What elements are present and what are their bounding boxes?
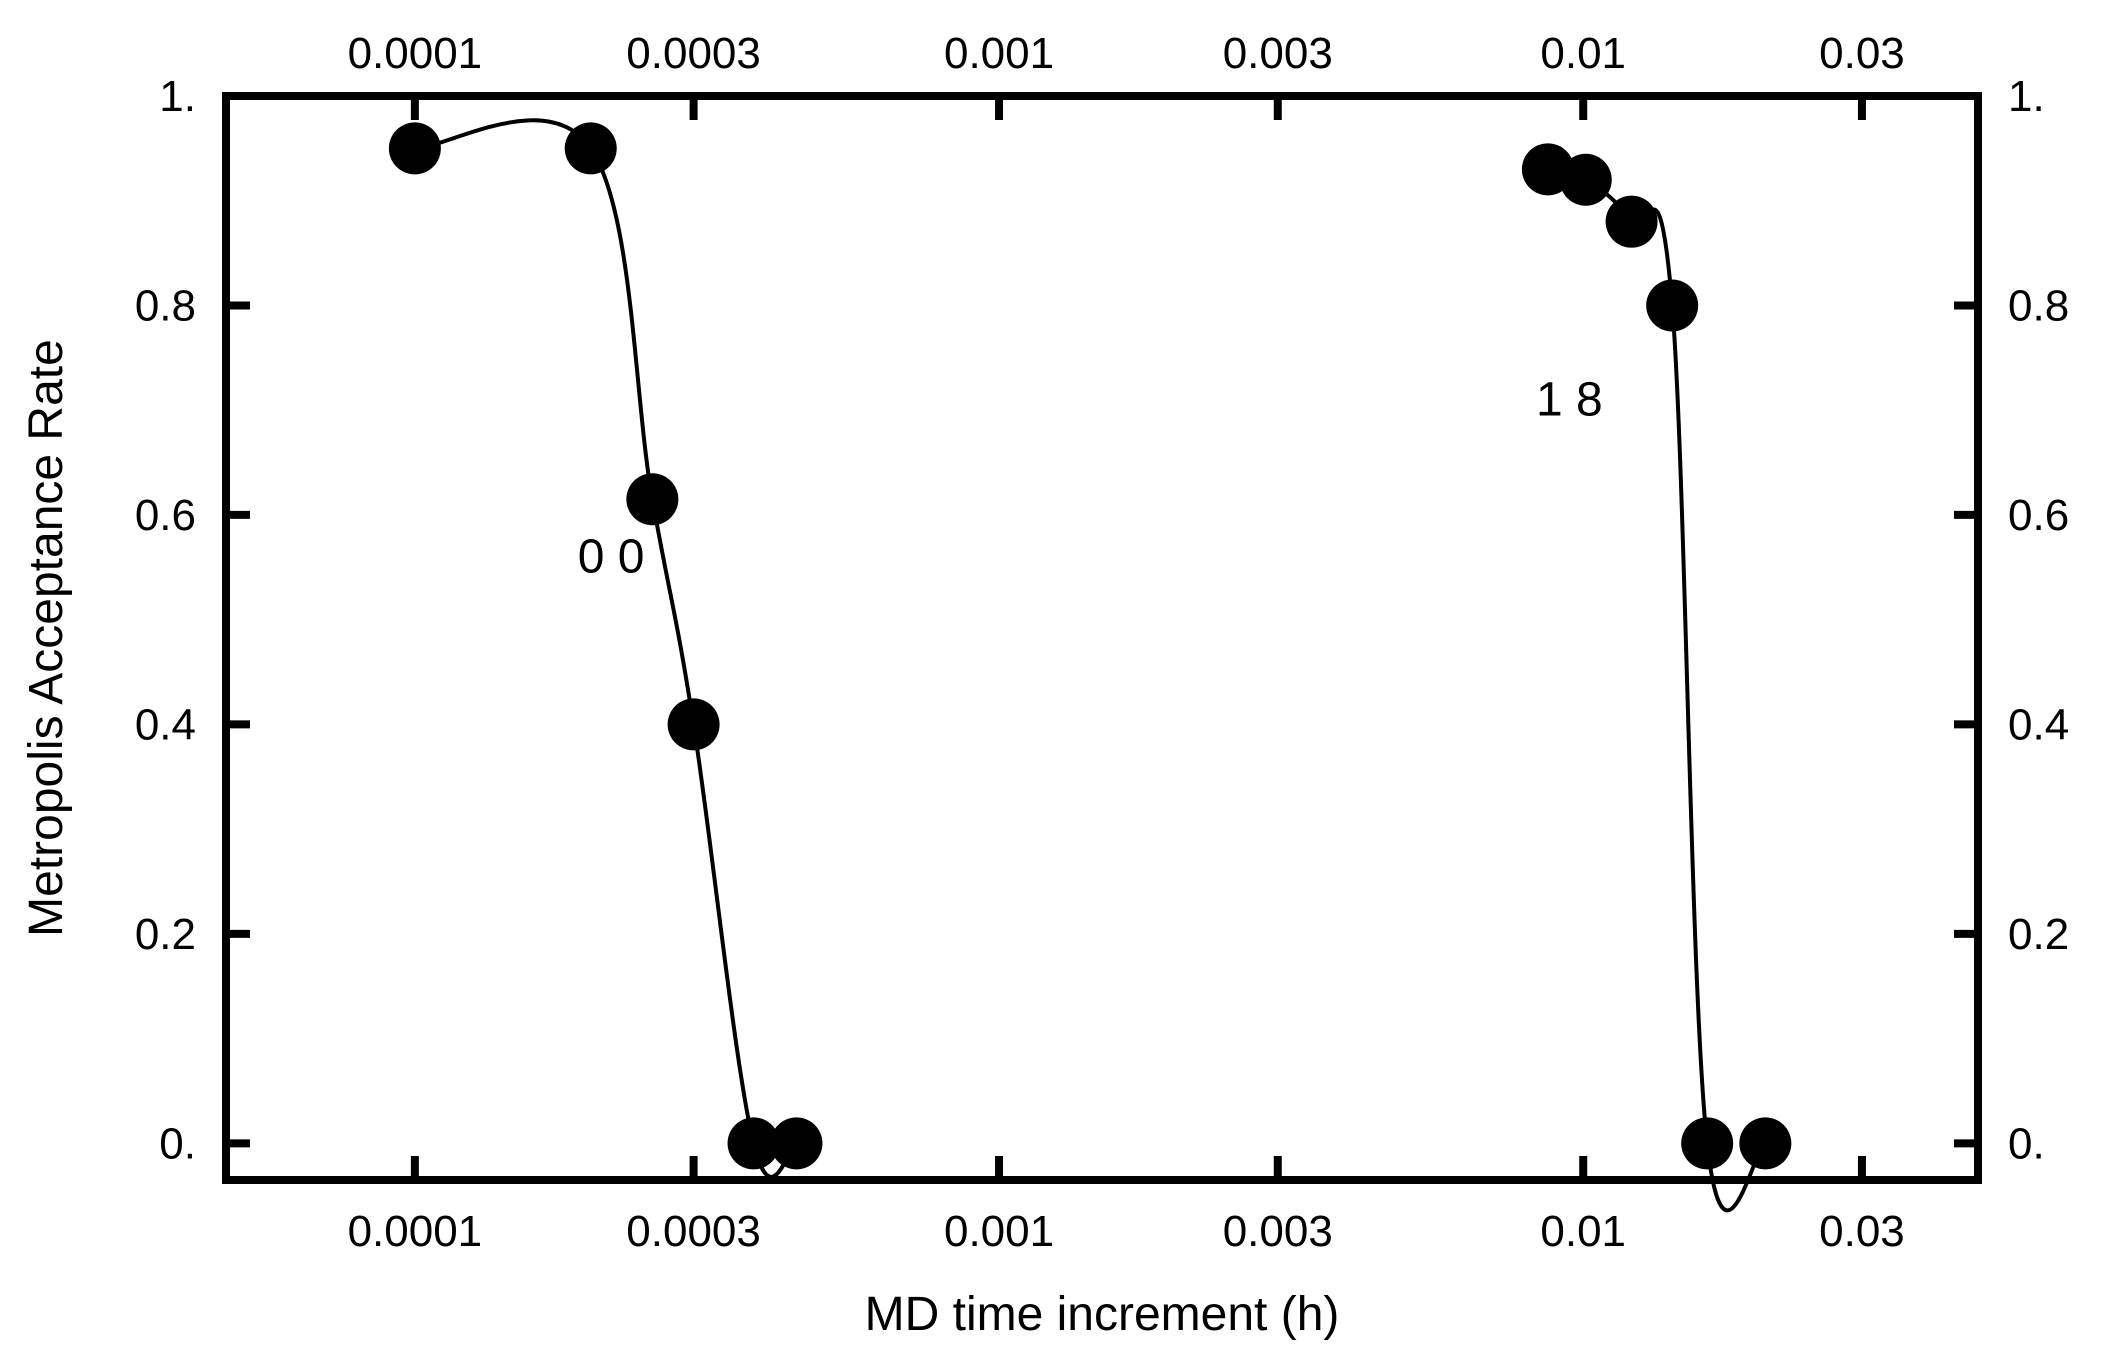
data-point bbox=[1739, 1117, 1792, 1170]
annotations: 0 0 1 8 bbox=[578, 373, 1603, 583]
y-tick-label-right: 0.8 bbox=[2008, 281, 2069, 330]
plot-frame bbox=[222, 92, 1982, 1184]
y-axis-title: Metropolis Acceptance Rate bbox=[20, 339, 73, 937]
data-point bbox=[770, 1117, 823, 1170]
x-tick-label-top: 0.0001 bbox=[348, 29, 483, 78]
series-points bbox=[388, 122, 1792, 1170]
y-tick-label-left: 0.4 bbox=[135, 700, 196, 749]
x-tick-label-bottom: 0.0001 bbox=[348, 1207, 483, 1256]
x-tick-label-top: 0.0003 bbox=[626, 29, 761, 78]
x-tick-label-top: 0.01 bbox=[1540, 29, 1626, 78]
data-point bbox=[727, 1117, 780, 1170]
x-tick-label-top: 0.003 bbox=[1223, 29, 1333, 78]
y-tick-label-left: 0.8 bbox=[135, 281, 196, 330]
y-tick-label-left: 0.6 bbox=[135, 491, 196, 540]
y-tick-label-right: 1. bbox=[2008, 72, 2045, 121]
series-line bbox=[1547, 167, 1767, 1213]
axis-tick-labels: 0.0001 0.0001 0.0003 0.0003 0.001 0.001 0.003 0… bbox=[135, 29, 2069, 1256]
x-tick-label-bottom: 0.001 bbox=[944, 1207, 1054, 1256]
x-tick-label-top: 0.03 bbox=[1819, 29, 1905, 78]
x-tick-label-bottom: 0.003 bbox=[1223, 1207, 1333, 1256]
data-point bbox=[388, 122, 441, 175]
y-tick-label-right: 0.2 bbox=[2008, 910, 2069, 959]
data-point bbox=[1559, 153, 1612, 206]
y-tick-label-right: 0.4 bbox=[2008, 700, 2069, 749]
x-tick-label-bottom: 0.03 bbox=[1819, 1207, 1905, 1256]
series-annotation: 0 0 bbox=[578, 531, 645, 584]
data-point bbox=[1646, 279, 1699, 332]
x-axis-title: MD time increment (h) bbox=[865, 1288, 1340, 1341]
x-tick-label-bottom: 0.0003 bbox=[626, 1207, 761, 1256]
series-annotation: 1 8 bbox=[1536, 373, 1603, 426]
y-tick-label-right: 0. bbox=[2008, 1119, 2045, 1168]
y-tick-label-left: 0. bbox=[159, 1119, 196, 1168]
x-tick-label-top: 0.001 bbox=[944, 29, 1054, 78]
y-tick-label-right: 0.6 bbox=[2008, 491, 2069, 540]
data-point bbox=[1605, 195, 1658, 248]
x-tick-label-bottom: 0.01 bbox=[1540, 1207, 1626, 1256]
data-point bbox=[1681, 1117, 1734, 1170]
y-tick-label-left: 1. bbox=[159, 72, 196, 121]
data-point bbox=[667, 698, 720, 751]
y-tick-label-left: 0.2 bbox=[135, 910, 196, 959]
data-point bbox=[626, 473, 679, 526]
data-point bbox=[564, 122, 617, 175]
